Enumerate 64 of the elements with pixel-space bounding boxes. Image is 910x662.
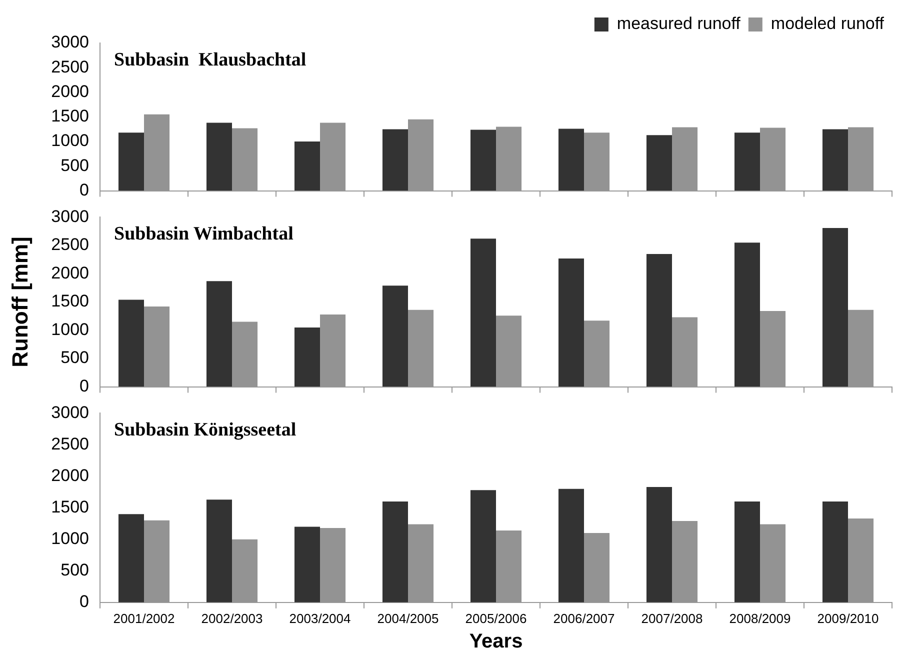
bar xyxy=(822,228,848,387)
bar xyxy=(822,129,848,191)
y-tick-label: 2500 xyxy=(51,57,89,76)
y-tick-label: 2000 xyxy=(51,263,89,282)
bar xyxy=(294,142,320,191)
x-tick-label: 2008/2009 xyxy=(729,610,791,626)
x-axis-title: Years xyxy=(469,630,523,653)
bar xyxy=(558,258,584,387)
y-tick-label: 3000 xyxy=(51,206,89,226)
bar xyxy=(294,327,320,387)
bar xyxy=(558,128,584,191)
y-tick-label: 500 xyxy=(60,348,89,368)
y-tick-label: 1500 xyxy=(51,106,89,126)
bar xyxy=(734,242,760,387)
bar xyxy=(294,526,320,602)
y-tick-label: 1500 xyxy=(51,497,89,516)
y-tick-label: 3000 xyxy=(51,32,89,52)
bar xyxy=(382,501,408,602)
legend-label: measured runoff xyxy=(616,14,741,34)
chart-title: Subbasin Königsseetal xyxy=(114,420,296,441)
x-tick-label: 2001/2002 xyxy=(113,610,175,626)
y-tick-label: 0 xyxy=(80,376,89,396)
y-tick-label: 500 xyxy=(60,156,89,175)
y-tick-label: 2000 xyxy=(51,466,89,485)
legend-label: modeled runoff xyxy=(770,14,884,34)
bar xyxy=(734,501,760,602)
y-tick-label: 1000 xyxy=(51,320,89,339)
bar xyxy=(118,300,144,387)
bar xyxy=(470,490,496,602)
x-tick-label: 2006/2007 xyxy=(553,610,615,626)
x-tick-label: 2003/2004 xyxy=(289,610,351,626)
chart-title: Subbasin Klausbachtal xyxy=(114,49,306,70)
y-tick-label: 0 xyxy=(80,592,89,612)
y-tick-label: 2000 xyxy=(51,82,89,101)
y-tick-label: 1000 xyxy=(51,529,89,548)
bar xyxy=(206,281,232,387)
x-tick-label: 2009/2010 xyxy=(817,610,879,626)
bar xyxy=(206,500,232,602)
bar xyxy=(558,488,584,602)
bar xyxy=(646,135,672,191)
y-axis-title: Runoff [mm] xyxy=(7,236,32,368)
y-tick-label: 500 xyxy=(60,560,89,580)
bar xyxy=(382,286,408,387)
y-tick-label: 1000 xyxy=(51,131,89,150)
bar xyxy=(470,130,496,191)
x-tick-label: 2005/2006 xyxy=(465,610,527,626)
y-tick-label: 2500 xyxy=(51,434,89,454)
bar xyxy=(206,122,232,191)
bar xyxy=(118,132,144,191)
bar xyxy=(470,238,496,387)
x-tick-label: 2007/2008 xyxy=(641,610,703,626)
bar xyxy=(822,501,848,602)
bar xyxy=(118,514,144,602)
bar xyxy=(382,129,408,191)
bar xyxy=(734,132,760,191)
y-tick-label: 2500 xyxy=(51,235,89,254)
y-tick-label: 1500 xyxy=(51,292,89,311)
bar xyxy=(646,486,672,602)
y-tick-label: 0 xyxy=(80,180,89,200)
y-tick-label: 3000 xyxy=(51,402,89,422)
x-tick-label: 2004/2005 xyxy=(377,610,439,626)
bar xyxy=(646,254,672,387)
chart-title: Subbasin Wimbachtal xyxy=(114,224,294,245)
x-tick-label: 2002/2003 xyxy=(201,610,263,626)
